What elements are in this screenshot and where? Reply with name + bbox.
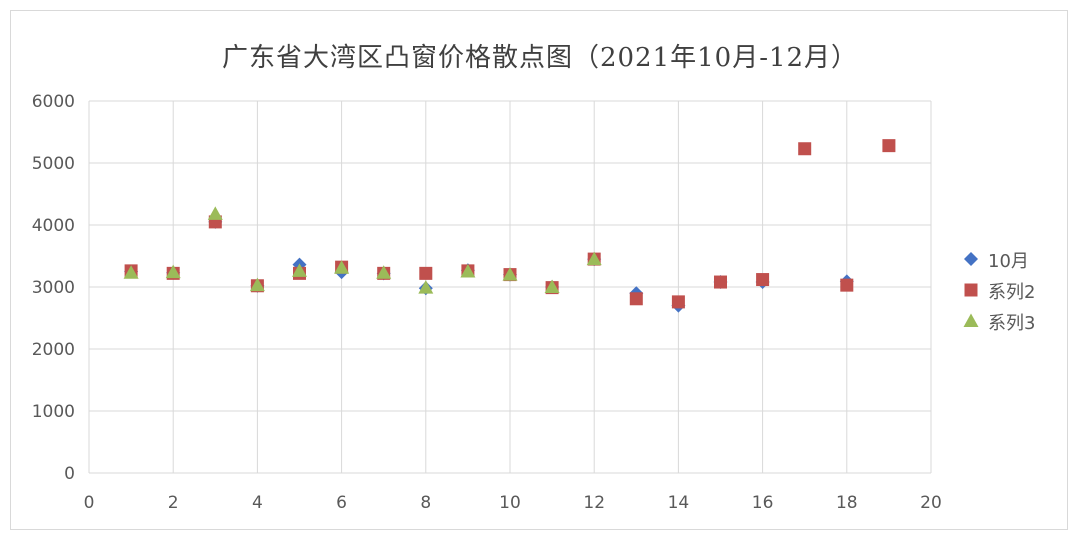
data-point-triangle <box>418 280 434 294</box>
data-point-triangle <box>586 251 602 266</box>
data-point-square <box>840 278 854 292</box>
data-point-square <box>714 275 727 289</box>
data-point-square <box>419 266 433 280</box>
x-tick-label: 16 <box>752 493 774 513</box>
chart-title: 广东省大湾区凸窗价格散点图（2021年10月-12月） <box>221 43 859 73</box>
data-point-triangle <box>123 265 139 279</box>
axis-labels: 0 1000 2000 3000 4000 5000 6000 0 2 4 6 8 10 12 14 16 18… <box>32 92 942 513</box>
data-point-square <box>671 295 685 309</box>
data-point-square <box>629 292 643 306</box>
x-tick-label: 20 <box>920 493 942 513</box>
x-tick-label: 14 <box>668 493 690 513</box>
chart-frame: 广东省大湾区凸窗价格散点图（2021年10月-12月） 0 1000 2000 300… <box>10 10 1068 530</box>
data-point-triangle <box>292 263 307 277</box>
data-point-square <box>882 139 896 153</box>
data-point-triangle <box>334 260 350 274</box>
y-tick-label: 6000 <box>32 92 75 112</box>
x-tick-label: 10 <box>499 493 521 513</box>
data-point-square <box>756 273 770 287</box>
legend-marker-triangle <box>963 313 979 327</box>
y-tick-label: 0 <box>64 464 75 484</box>
legend-marker-diamond <box>964 252 978 266</box>
data-point-triangle <box>460 264 476 278</box>
legend-label: 系列2 <box>988 282 1035 303</box>
x-tick-label: 12 <box>583 493 605 513</box>
scatter-plot: 0 1000 2000 3000 4000 5000 6000 0 2 4 6 8 10 12 14 16 18… <box>32 92 1036 513</box>
y-tick-label: 3000 <box>32 278 75 298</box>
data-point-triangle <box>165 264 181 279</box>
legend-marker-square <box>964 283 978 297</box>
data-points <box>123 139 896 313</box>
y-tick-label: 2000 <box>32 340 75 360</box>
x-tick-label: 0 <box>84 493 95 513</box>
data-point-triangle <box>249 277 265 292</box>
y-tick-label: 5000 <box>32 154 75 174</box>
x-tick-label: 2 <box>168 493 179 513</box>
x-tick-label: 8 <box>420 493 431 513</box>
legend-label: 10月 <box>988 251 1029 272</box>
data-point-square <box>798 142 812 156</box>
x-tick-label: 18 <box>836 493 858 513</box>
data-point-triangle <box>207 206 223 220</box>
grid-lines <box>88 100 932 474</box>
data-point-triangle <box>376 265 392 279</box>
data-point-triangle <box>502 267 518 281</box>
x-tick-label: 4 <box>252 493 263 513</box>
y-tick-label: 4000 <box>32 216 75 236</box>
data-point-triangle <box>544 279 560 293</box>
x-tick-label: 6 <box>336 493 347 513</box>
y-tick-label: 1000 <box>32 402 75 422</box>
legend-label: 系列3 <box>988 313 1035 334</box>
